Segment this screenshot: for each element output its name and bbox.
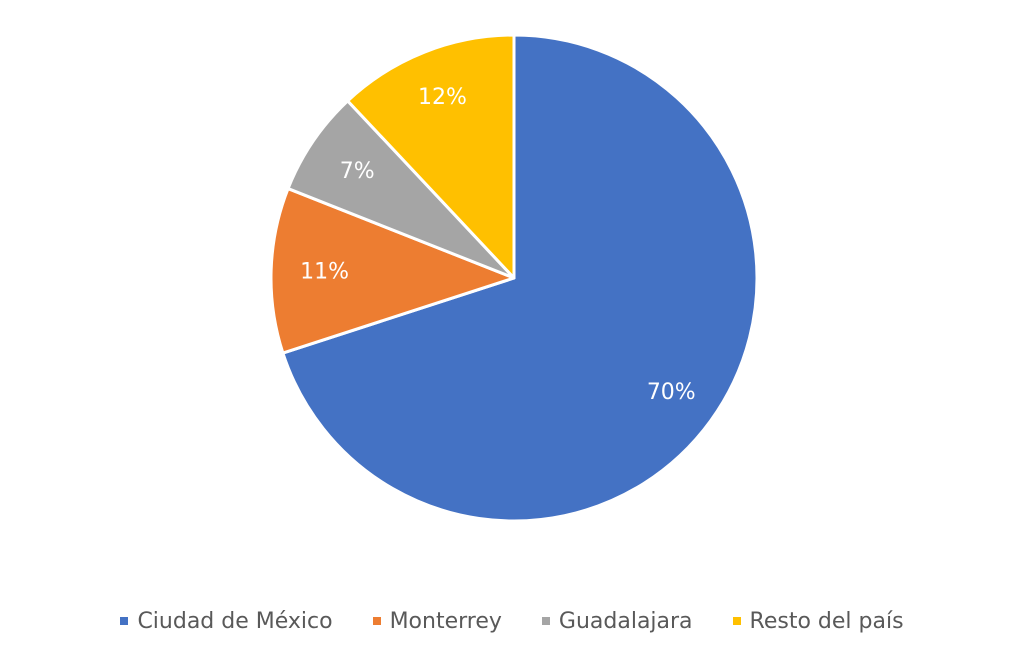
legend-swatch-ciudad-de-mexico xyxy=(120,617,129,625)
legend-label-guadalajara: Guadalajara xyxy=(558,608,693,634)
pie-slice-resto-del-pais xyxy=(346,33,516,280)
data-label-guadalajara: 7% xyxy=(340,159,375,184)
data-label-ciudad-de-mexico: 70% xyxy=(647,380,696,405)
pie-slice-guadalajara xyxy=(286,99,516,280)
legend-item-monterrey: Monterrey xyxy=(372,608,502,634)
pie-slice-ciudad-de-mexico xyxy=(281,33,759,523)
legend-item-guadalajara: Guadalajara xyxy=(541,608,693,634)
legend-label-ciudad-de-mexico: Ciudad de México xyxy=(137,608,333,634)
legend-label-resto-del-pais: Resto del país xyxy=(749,608,904,634)
legend-item-resto-del-pais: Resto del país xyxy=(732,608,904,634)
pie-slice-monterrey xyxy=(269,187,516,355)
data-label-resto-del-pais: 12% xyxy=(418,85,467,110)
legend-item-ciudad-de-mexico: Ciudad de México xyxy=(120,608,333,634)
legend-swatch-guadalajara xyxy=(541,617,550,625)
data-label-monterrey: 11% xyxy=(300,260,349,285)
legend-swatch-monterrey xyxy=(372,617,381,625)
legend-swatch-resto-del-pais xyxy=(732,617,741,625)
legend-label-monterrey: Monterrey xyxy=(389,608,502,634)
chart-legend: Ciudad de México Monterrey Guadalajara R… xyxy=(0,601,1024,641)
